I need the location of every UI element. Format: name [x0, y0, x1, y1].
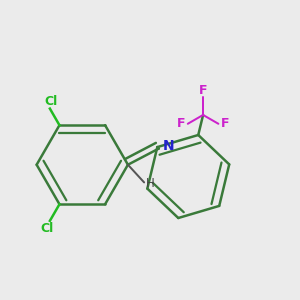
Text: H: H: [146, 177, 154, 190]
Text: Cl: Cl: [40, 222, 54, 235]
Text: F: F: [177, 117, 186, 130]
Text: Cl: Cl: [45, 95, 58, 108]
Text: F: F: [199, 84, 207, 97]
Text: N: N: [162, 139, 174, 153]
Text: F: F: [220, 117, 229, 130]
